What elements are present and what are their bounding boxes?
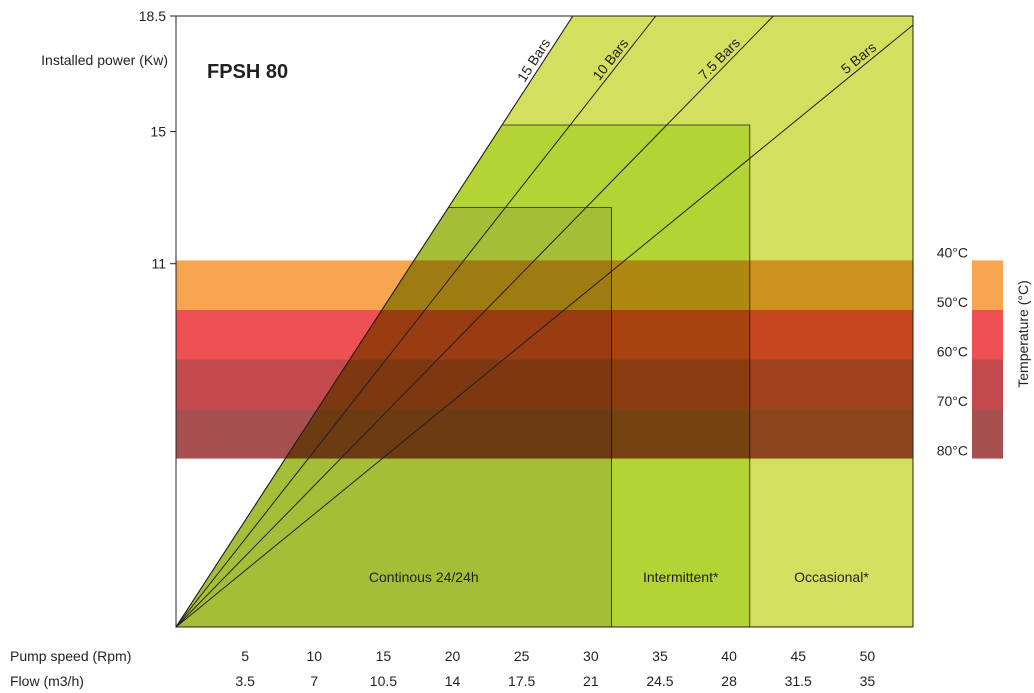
y-tick-label-2: 18.5 bbox=[139, 8, 166, 24]
x-tick-label-0-0: 5 bbox=[241, 648, 249, 664]
x-tick-label-1-5: 21 bbox=[583, 673, 599, 689]
pressure-line-0 bbox=[175, 15, 574, 628]
x-tick-label-0-9: 50 bbox=[860, 648, 876, 664]
pressure-line-3 bbox=[175, 24, 914, 628]
x-tick-label-1-7: 28 bbox=[721, 673, 737, 689]
x-tick-label-1-0: 3.5 bbox=[235, 673, 255, 689]
chart-title: FPSH 80 bbox=[207, 61, 288, 83]
x-tick-label-1-6: 24.5 bbox=[646, 673, 673, 689]
x-tick-label-1-2: 10.5 bbox=[370, 673, 397, 689]
temperature-legend-swatch-1 bbox=[972, 309, 1003, 360]
x-tick-label-1-4: 17.5 bbox=[508, 673, 535, 689]
x-tick-label-0-8: 45 bbox=[790, 648, 806, 664]
pressure-line-2 bbox=[175, 15, 774, 628]
zone-label-0: Continous 24/24h bbox=[369, 569, 479, 585]
temperature-band-3 bbox=[176, 409, 913, 459]
temperature-band-1 bbox=[176, 309, 913, 360]
x-tick-label-1-1: 7 bbox=[310, 673, 318, 689]
temperature-band-0 bbox=[176, 260, 913, 310]
temperature-legend: 40°C 50°C 60°C 70°C 80°C bbox=[937, 244, 1003, 459]
x-tick-label-0-7: 40 bbox=[721, 648, 737, 664]
temperature-legend-swatch-2 bbox=[972, 359, 1003, 410]
temperature-legend-swatch-0 bbox=[972, 260, 1003, 310]
temperature-tick-label-2: 60°C bbox=[937, 343, 968, 359]
x-tick-label-0-3: 20 bbox=[445, 648, 461, 664]
x-tick-label-0-6: 35 bbox=[652, 648, 668, 664]
y-tick-label-1: 15 bbox=[150, 124, 166, 140]
x-tick-label-0-4: 25 bbox=[514, 648, 530, 664]
x-tick-label-1-8: 31.5 bbox=[785, 673, 812, 689]
x-tick-label-0-1: 10 bbox=[306, 648, 322, 664]
axes: 11 15 18.5 5 10 15 20 25 30 35 40 45 50 3.5 7 10.5 14 17.… bbox=[139, 8, 914, 689]
temperature-tick-label-4: 80°C bbox=[937, 443, 968, 459]
temperature-axis-label: Temperature (°C) bbox=[1015, 280, 1031, 388]
x-tick-label-1-3: 14 bbox=[445, 673, 461, 689]
temperature-tick-label-3: 70°C bbox=[937, 393, 968, 409]
temperature-tick-label-0: 40°C bbox=[937, 244, 968, 260]
zone-label-2: Occasional* bbox=[794, 569, 869, 585]
temperature-tick-label-1: 50°C bbox=[937, 294, 968, 310]
temperature-band-2 bbox=[176, 359, 913, 410]
x-tick-label-1-9: 35 bbox=[860, 673, 876, 689]
x-tick-label-0-2: 15 bbox=[376, 648, 392, 664]
x-axis-label-flow: Flow (m3/h) bbox=[10, 673, 84, 689]
temperature-legend-swatch-3 bbox=[972, 409, 1003, 459]
pressure-line-1 bbox=[175, 15, 657, 628]
zone-label-1: Intermittent* bbox=[643, 569, 719, 585]
y-axis-label: Installed power (Kw) bbox=[41, 52, 168, 68]
y-tick-label-0: 11 bbox=[151, 256, 166, 272]
x-tick-label-0-5: 30 bbox=[583, 648, 599, 664]
temperature-bands bbox=[176, 260, 913, 459]
x-axis-label-speed: Pump speed (Rpm) bbox=[10, 648, 131, 664]
